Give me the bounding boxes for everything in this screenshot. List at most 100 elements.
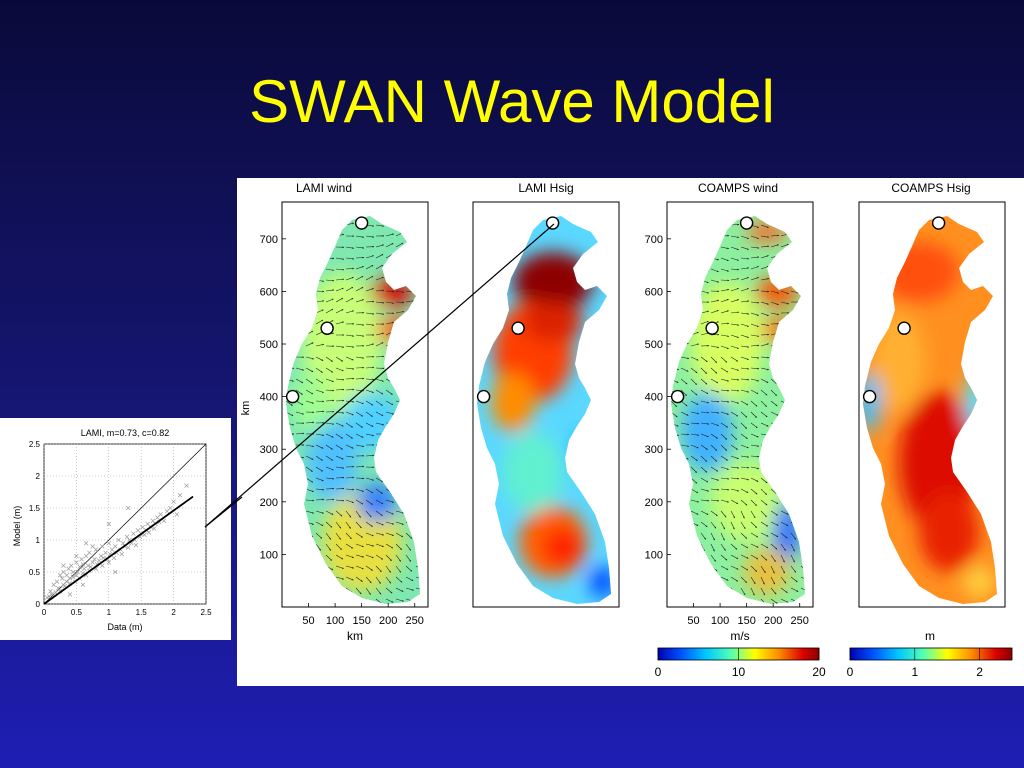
scatter-point bbox=[125, 505, 131, 511]
station-marker bbox=[670, 389, 685, 404]
colorbar-tick-label: 0 bbox=[847, 665, 854, 679]
x-tick-label: 50 bbox=[687, 615, 699, 627]
station-marker bbox=[511, 321, 525, 335]
scatter-point bbox=[106, 540, 112, 546]
station-marker bbox=[897, 321, 911, 335]
x-tick-label: 200 bbox=[379, 615, 397, 627]
x-tick-label: 100 bbox=[711, 615, 729, 627]
scatter-point bbox=[171, 499, 176, 504]
scatter-xtick: 1 bbox=[107, 608, 112, 617]
scatter-point bbox=[103, 550, 108, 556]
scatter-point bbox=[87, 550, 92, 556]
scatter-ytick: 0.5 bbox=[29, 568, 41, 577]
scatter-xtick: 0.5 bbox=[71, 608, 83, 617]
scatter-plot-area: 0 0.5 1 1.5 2 2.5 0 0.5 1 1.5 2 2.5 bbox=[29, 440, 212, 617]
y-tick-label: 700 bbox=[645, 234, 663, 246]
scatter-xtick: 2 bbox=[171, 608, 176, 617]
station-marker bbox=[545, 216, 560, 230]
map-title-coamps-hsig: COAMPS Hsig bbox=[891, 181, 970, 195]
map-ylabel: km bbox=[240, 401, 252, 416]
colorbar-tick-label: 10 bbox=[732, 665, 746, 679]
y-tick-label: 700 bbox=[260, 234, 278, 246]
x-axis-ticks: 50 100 150 200 250 bbox=[302, 603, 424, 627]
y-tick-label: 400 bbox=[260, 392, 278, 404]
scatter-point bbox=[158, 512, 163, 517]
scatter-point bbox=[54, 579, 60, 584]
x-tick-label: 50 bbox=[302, 615, 314, 627]
scatter-point bbox=[113, 544, 118, 549]
scatter-point bbox=[68, 563, 74, 568]
scatter-ytick: 2 bbox=[36, 472, 41, 481]
map-xlabel-coamps: m/s bbox=[730, 629, 749, 643]
map-title-coamps-wind: COAMPS wind bbox=[698, 181, 778, 195]
scatter-point bbox=[67, 576, 73, 581]
scatter-point bbox=[151, 526, 157, 531]
map-title-lami-hsig: LAMI Hsig bbox=[518, 181, 573, 195]
scatter-point bbox=[168, 505, 173, 511]
y-tick-label: 300 bbox=[260, 444, 278, 456]
colorbar-tick-label: 2 bbox=[976, 665, 983, 679]
y-tick-label: 200 bbox=[260, 497, 278, 509]
scatter-point bbox=[48, 588, 53, 594]
scatter-point bbox=[174, 512, 180, 517]
y-tick-label: 200 bbox=[645, 497, 663, 509]
scatter-point bbox=[44, 595, 50, 600]
scatter-point bbox=[119, 551, 125, 557]
y-tick-label: 500 bbox=[645, 339, 663, 351]
station-marker bbox=[931, 216, 946, 230]
map-lami-hsig bbox=[472, 201, 620, 608]
colorbar-tick-label: 20 bbox=[812, 665, 826, 679]
station-marker bbox=[285, 389, 300, 404]
station-marker bbox=[320, 321, 334, 335]
scatter-point bbox=[131, 531, 136, 536]
scatter-point bbox=[133, 542, 139, 548]
map-coamps-wind: 100 200 300 400 500 600 700 50 100 150 200 250 bbox=[645, 201, 814, 627]
scatter-point bbox=[184, 483, 189, 488]
scatter-point bbox=[83, 540, 89, 546]
station-marker bbox=[705, 321, 719, 335]
scatter-point bbox=[74, 560, 79, 565]
x-tick-label: 250 bbox=[791, 615, 809, 627]
scatter-point bbox=[100, 563, 105, 568]
colorbar-wind: 0 10 20 bbox=[655, 647, 826, 679]
scatter-point bbox=[56, 585, 61, 591]
scatter-point bbox=[150, 518, 156, 524]
scatter-point bbox=[146, 530, 152, 535]
y-tick-label: 600 bbox=[645, 286, 663, 298]
x-axis-ticks: 50 100 150 200 250 bbox=[687, 603, 809, 627]
x-tick-label: 200 bbox=[764, 615, 782, 627]
colorbar-tick-label: 1 bbox=[911, 665, 918, 679]
scatter-point bbox=[66, 566, 71, 572]
scatter-xtick: 2.5 bbox=[200, 608, 212, 617]
y-tick-label: 100 bbox=[260, 549, 278, 561]
scatter-point bbox=[90, 544, 95, 549]
scatter-ytick: 1 bbox=[36, 536, 41, 545]
scatter-point bbox=[106, 560, 112, 565]
scatter-point bbox=[177, 492, 183, 498]
scatter-point bbox=[125, 545, 131, 550]
colorbar-tick-label: 0 bbox=[655, 665, 662, 679]
y-tick-label: 600 bbox=[260, 286, 278, 298]
scatter-point bbox=[106, 521, 112, 527]
scatter-point bbox=[75, 569, 80, 575]
scatter-point bbox=[81, 566, 87, 572]
scatter-ylabel: Model (m) bbox=[12, 506, 22, 547]
scatter-point bbox=[61, 563, 66, 568]
x-tick-label: 250 bbox=[406, 615, 424, 627]
station-marker bbox=[476, 389, 491, 404]
map-lami-wind: 100 200 300 400 500 600 700 50 100 150 200 250 bbox=[260, 201, 429, 627]
scatter-figure: LAMI, m=0.73, c=0.82 Data (m) Model (m) … bbox=[12, 428, 212, 632]
scatter-ytick: 0 bbox=[36, 600, 41, 609]
x-tick-label: 150 bbox=[352, 615, 370, 627]
y-tick-label: 500 bbox=[260, 339, 278, 351]
y-tick-label: 400 bbox=[645, 392, 663, 404]
x-tick-label: 150 bbox=[737, 615, 755, 627]
scatter-point bbox=[49, 592, 55, 597]
scatter-point bbox=[92, 556, 97, 562]
scatter-point bbox=[80, 562, 86, 567]
scatter-point bbox=[80, 582, 86, 588]
scatter-point bbox=[116, 537, 121, 543]
scatter-title: LAMI, m=0.73, c=0.82 bbox=[81, 428, 170, 438]
scatter-panel: LAMI, m=0.73, c=0.82 Data (m) Model (m) … bbox=[0, 418, 231, 640]
